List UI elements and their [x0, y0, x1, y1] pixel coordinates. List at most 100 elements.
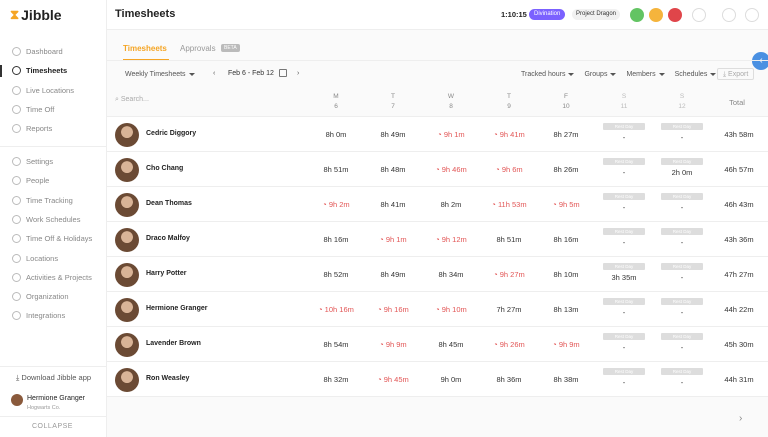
time-cell[interactable]: - — [596, 378, 652, 387]
collapse[interactable]: COLLAPSE — [32, 423, 73, 430]
time-cell[interactable]: - — [654, 133, 710, 142]
export-button[interactable]: ⤓ Export — [717, 68, 755, 80]
time-cell[interactable]: ◔ 9h 1m — [365, 235, 421, 244]
nav-item[interactable]: Settings — [12, 157, 53, 166]
time-cell[interactable]: ◔ 9h 2m — [308, 200, 364, 209]
time-cell[interactable]: 2h 0m — [654, 168, 710, 177]
nav-item[interactable]: Organization — [12, 292, 69, 302]
time-cell[interactable]: 8h 51m — [481, 235, 537, 244]
time-cell[interactable]: ◔ 9h 41m — [481, 130, 537, 139]
time-cell[interactable]: ◔ 10h 16m — [308, 305, 364, 314]
calendar-icon[interactable] — [279, 69, 287, 77]
timesheet-row[interactable] — [107, 152, 768, 187]
time-cell[interactable]: 8h 41m — [365, 200, 421, 209]
member-name[interactable]: Harry Potter — [146, 270, 187, 277]
member-name[interactable]: Draco Malfoy — [146, 235, 190, 242]
profile-button[interactable] — [745, 8, 759, 22]
switch-button[interactable] — [630, 8, 644, 22]
time-cell[interactable]: ◔ 9h 46m — [423, 165, 479, 174]
time-cell[interactable]: - — [596, 343, 652, 352]
time-cell[interactable]: 8h 27m — [538, 130, 594, 139]
time-cell[interactable]: 3h 35m — [596, 273, 652, 282]
member-name[interactable]: Cho Chang — [146, 165, 184, 172]
time-cell[interactable]: ◔ 9h 9m — [365, 340, 421, 349]
member-name[interactable]: Lavender Brown — [146, 340, 201, 347]
view-select[interactable]: Weekly Timesheets — [125, 70, 195, 79]
timesheet-row[interactable] — [107, 222, 768, 257]
time-cell[interactable]: - — [596, 168, 652, 177]
prev-week[interactable]: ‹ — [213, 70, 216, 77]
project-tag[interactable]: Project Dragon — [572, 9, 621, 20]
tab-timesheets[interactable]: Timesheets — [123, 44, 169, 61]
time-cell[interactable]: 8h 32m — [308, 375, 364, 384]
time-cell[interactable]: - — [654, 238, 710, 247]
download-app[interactable]: ⤓ Download Jibble app — [16, 373, 92, 382]
time-cell[interactable]: 8h 49m — [365, 270, 421, 279]
tab-approvals[interactable]: Approvals — [180, 44, 216, 53]
time-cell[interactable]: 8h 13m — [538, 305, 594, 314]
time-cell[interactable]: 8h 2m — [423, 200, 479, 209]
time-cell[interactable]: ◔ 9h 45m — [365, 375, 421, 384]
nav-item[interactable]: Activities & Projects — [12, 272, 92, 282]
next-week[interactable]: › — [297, 70, 300, 77]
time-cell[interactable]: 8h 38m — [538, 375, 594, 384]
nav-item[interactable]: Reports — [12, 124, 52, 134]
nav-item[interactable]: Integrations — [12, 311, 65, 321]
time-cell[interactable]: ◔ 9h 16m — [365, 305, 421, 314]
time-cell[interactable]: ◔ 9h 5m — [538, 200, 594, 209]
time-cell[interactable]: 8h 16m — [538, 235, 594, 244]
time-cell[interactable]: 8h 10m — [538, 270, 594, 279]
time-cell[interactable]: - — [654, 343, 710, 352]
timesheet-row[interactable] — [107, 117, 768, 152]
time-cell[interactable]: 9h 0m — [423, 375, 479, 384]
member-name[interactable]: Cedric Diggory — [146, 130, 197, 137]
time-cell[interactable]: - — [596, 133, 652, 142]
nav-item[interactable]: Dashboard — [12, 47, 63, 56]
scroll-right[interactable]: › — [739, 413, 743, 424]
user-name[interactable]: Hermione Granger — [27, 395, 85, 402]
time-cell[interactable]: 8h 51m — [308, 165, 364, 174]
filter-select[interactable]: Schedules — [675, 70, 717, 79]
stop-button[interactable] — [668, 8, 682, 22]
side-panel-toggle[interactable]: ‹ — [752, 52, 768, 70]
search[interactable]: ⌕ Search... — [115, 96, 149, 103]
timesheet-row[interactable] — [107, 362, 768, 397]
time-cell[interactable]: 8h 45m — [423, 340, 479, 349]
time-cell[interactable]: ◔ 9h 9m — [538, 340, 594, 349]
nav-item[interactable]: Timesheets — [12, 66, 67, 76]
time-cell[interactable]: - — [596, 238, 652, 247]
nav-item[interactable]: Time Off & Holidays — [12, 234, 92, 244]
time-cell[interactable]: 8h 36m — [481, 375, 537, 384]
filter-select[interactable]: Members — [626, 70, 664, 79]
nav-item[interactable]: Work Schedules — [12, 214, 80, 224]
time-cell[interactable]: 8h 0m — [308, 130, 364, 139]
nav-item[interactable]: Time Off — [12, 104, 54, 114]
status-button[interactable] — [692, 8, 706, 22]
time-cell[interactable]: ◔ 11h 53m — [481, 200, 537, 209]
filter-select[interactable]: Tracked hours — [521, 70, 574, 79]
timesheet-row[interactable] — [107, 257, 768, 292]
nav-item[interactable]: Locations — [12, 253, 58, 263]
activity-tag[interactable]: Divination — [529, 9, 566, 20]
break-button[interactable] — [649, 8, 663, 22]
filter-select[interactable]: Groups — [584, 70, 616, 79]
time-cell[interactable]: ◔ 9h 26m — [481, 340, 537, 349]
time-cell[interactable]: - — [596, 308, 652, 317]
time-cell[interactable]: 8h 52m — [308, 270, 364, 279]
timesheet-row[interactable] — [107, 327, 768, 362]
time-cell[interactable]: ◔ 9h 27m — [481, 270, 537, 279]
time-cell[interactable]: ◔ 9h 1m — [423, 130, 479, 139]
member-name[interactable]: Dean Thomas — [146, 200, 192, 207]
time-cell[interactable]: 8h 16m — [308, 235, 364, 244]
help-button[interactable] — [722, 8, 736, 22]
date-range[interactable]: Feb 6 - Feb 12 — [228, 70, 274, 77]
time-cell[interactable]: 7h 27m — [481, 305, 537, 314]
time-cell[interactable]: 8h 54m — [308, 340, 364, 349]
time-cell[interactable]: ◔ 9h 10m — [423, 305, 479, 314]
time-cell[interactable]: - — [654, 378, 710, 387]
nav-item[interactable]: Time Tracking — [12, 195, 73, 205]
member-name[interactable]: Hermione Granger — [146, 305, 208, 312]
time-cell[interactable]: - — [654, 203, 710, 212]
time-cell[interactable]: 8h 26m — [538, 165, 594, 174]
member-name[interactable]: Ron Weasley — [146, 375, 190, 382]
